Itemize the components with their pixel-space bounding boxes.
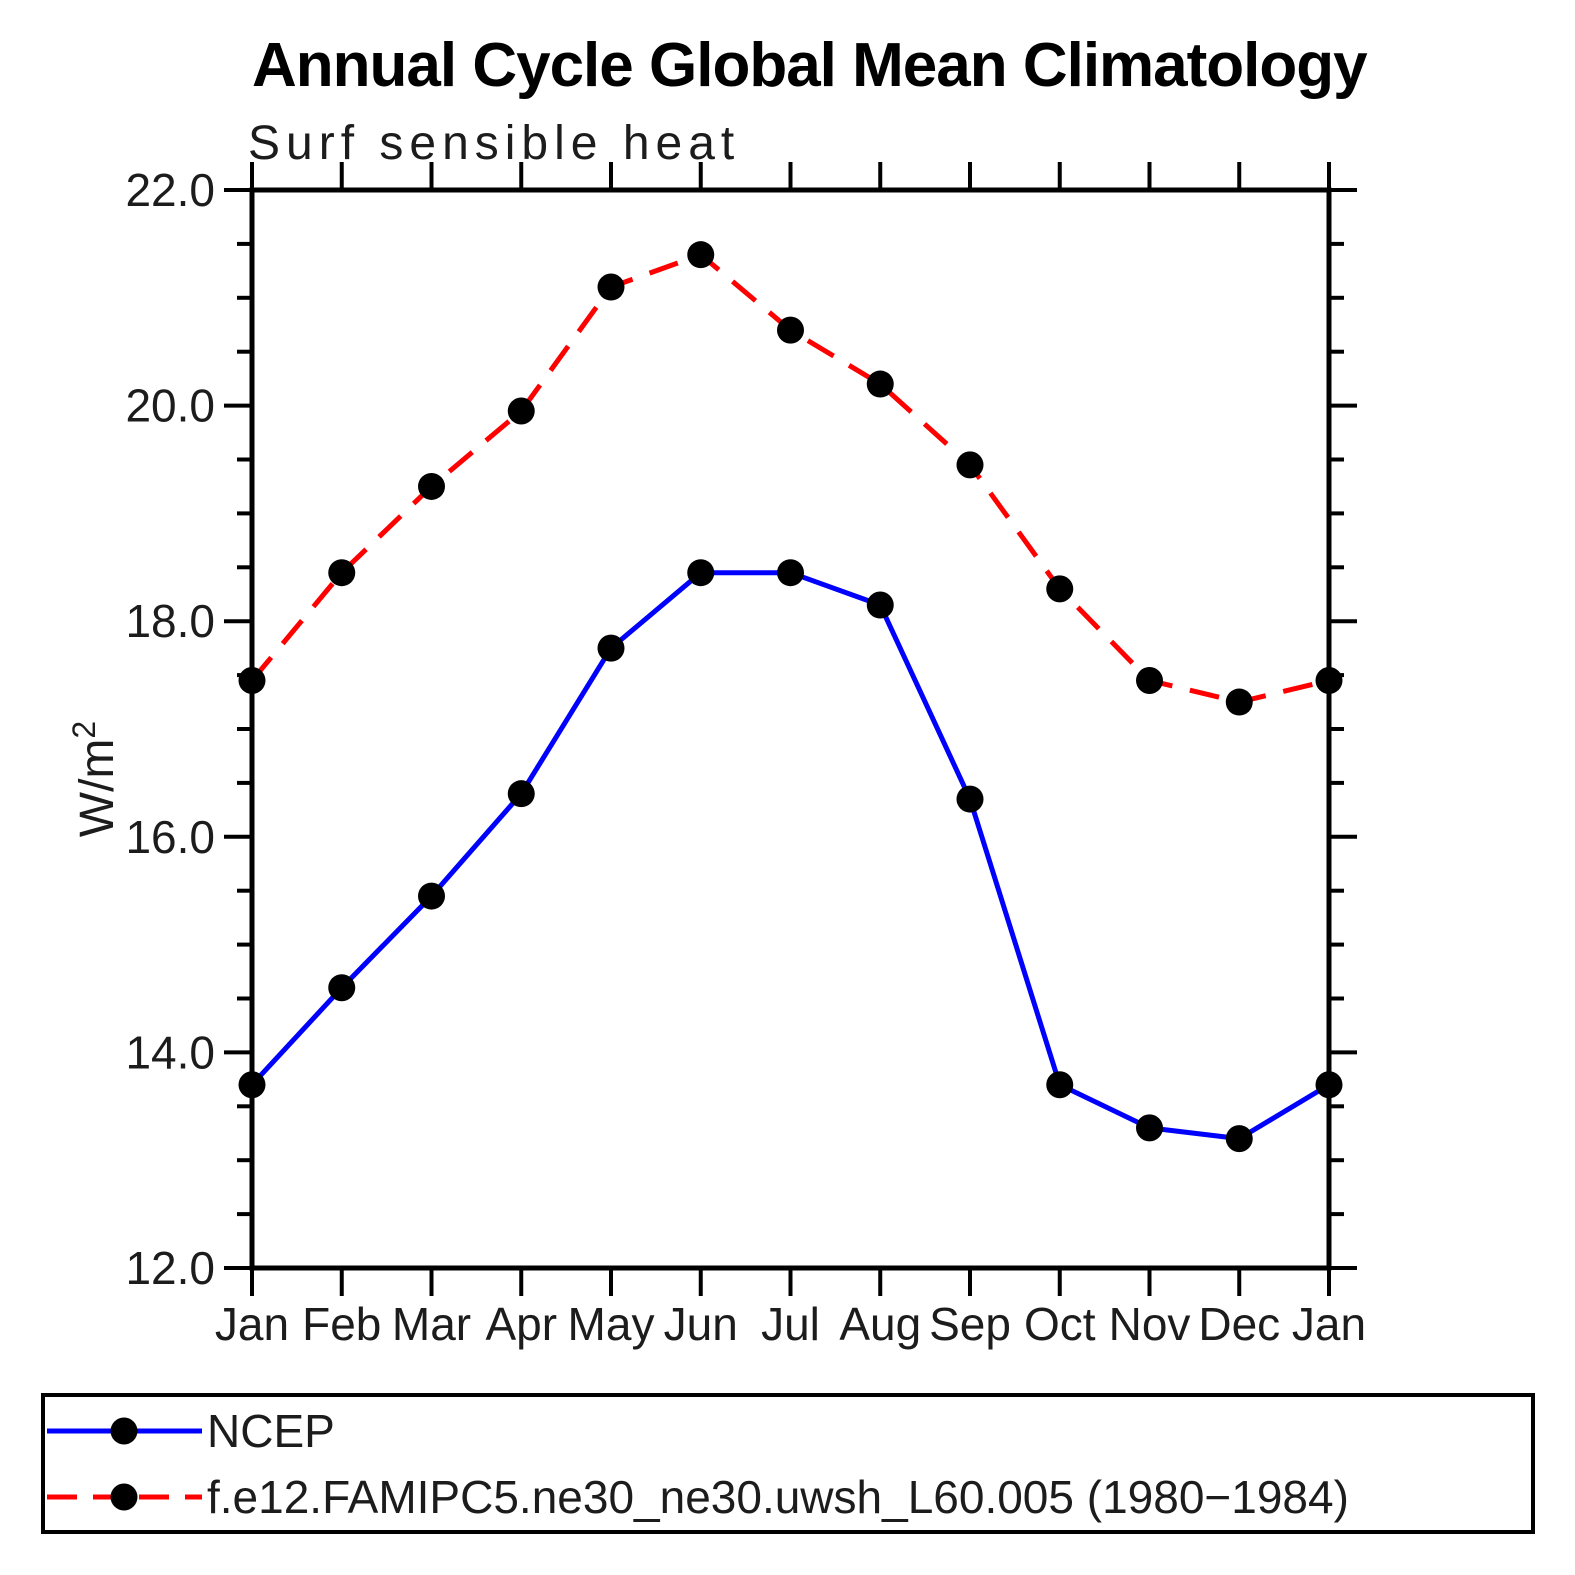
data-point	[1046, 575, 1074, 603]
data-point	[1315, 666, 1343, 694]
y-tick-label: 16.0	[125, 811, 215, 863]
chart-title: Annual Cycle Global Mean Climatology	[252, 31, 1368, 100]
legend: NCEP f.e12.FAMIPC5.ne30_ne30.uwsh_L60.005…	[41, 1393, 1535, 1534]
x-tick-label: Jul	[761, 1298, 820, 1350]
legend-marker-dot	[110, 1417, 138, 1444]
y-tick-label: 12.0	[125, 1242, 215, 1294]
data-point	[956, 785, 984, 813]
x-tick-label: Apr	[485, 1298, 557, 1350]
y-tick-label: 20.0	[125, 380, 215, 432]
x-tick-label: Aug	[839, 1298, 921, 1350]
data-point	[777, 316, 804, 344]
data-point	[1225, 1125, 1253, 1153]
x-tick-label: Jun	[664, 1298, 738, 1350]
x-tick-label: Oct	[1024, 1298, 1096, 1350]
legend-sample-line	[47, 1483, 202, 1510]
y-tick-label: 14.0	[125, 1026, 215, 1078]
x-tick-label: Dec	[1198, 1298, 1280, 1350]
plot-frame	[249, 187, 1332, 1271]
data-point	[597, 273, 625, 301]
y-axis-label: W/m2	[66, 679, 125, 879]
x-tick-label: Nov	[1109, 1298, 1191, 1350]
x-tick-label: Jan	[1292, 1298, 1366, 1350]
data-point	[1225, 688, 1253, 716]
y-tick-label: 22.0	[125, 164, 215, 216]
y-axis-label-superscript: 2	[66, 720, 102, 739]
data-point	[1136, 666, 1163, 694]
data-point	[1315, 1071, 1343, 1099]
data-point	[328, 559, 356, 587]
data-point	[328, 974, 356, 1002]
data-point	[687, 559, 715, 587]
x-tick-label: May	[568, 1298, 655, 1350]
data-point	[238, 1071, 266, 1099]
data-point	[507, 397, 535, 425]
y-tick-label: 18.0	[125, 595, 215, 647]
legend-label: f.e12.FAMIPC5.ne30_ne30.uwsh_L60.005 (19…	[207, 1470, 1349, 1523]
data-point	[687, 241, 715, 269]
x-tick-label: Jan	[215, 1298, 289, 1350]
legend-label: NCEP	[207, 1404, 335, 1457]
data-point	[1136, 1114, 1163, 1142]
x-tick-label: Sep	[929, 1298, 1011, 1350]
data-point	[956, 451, 984, 479]
x-tick-label: Feb	[302, 1298, 381, 1350]
data-point	[866, 370, 894, 398]
chart-subtitle: Surf sensible heat	[248, 117, 741, 170]
data-point	[507, 780, 535, 808]
y-axis-label-unit: W/m	[71, 738, 124, 838]
data-point	[1046, 1071, 1074, 1099]
data-point	[777, 559, 804, 587]
data-point	[418, 882, 445, 910]
legend-sample-line	[47, 1417, 202, 1444]
x-tick-label: Mar	[392, 1298, 471, 1350]
legend-marker-dot	[110, 1483, 138, 1510]
data-point	[418, 472, 445, 500]
legend-row: f.e12.FAMIPC5.ne30_ne30.uwsh_L60.005 (19…	[45, 1464, 1531, 1530]
data-point	[866, 591, 894, 619]
series-line-NCEP	[250, 570, 1331, 1142]
data-point	[597, 634, 625, 662]
legend-row: NCEP	[45, 1398, 1531, 1464]
data-point	[238, 666, 266, 694]
